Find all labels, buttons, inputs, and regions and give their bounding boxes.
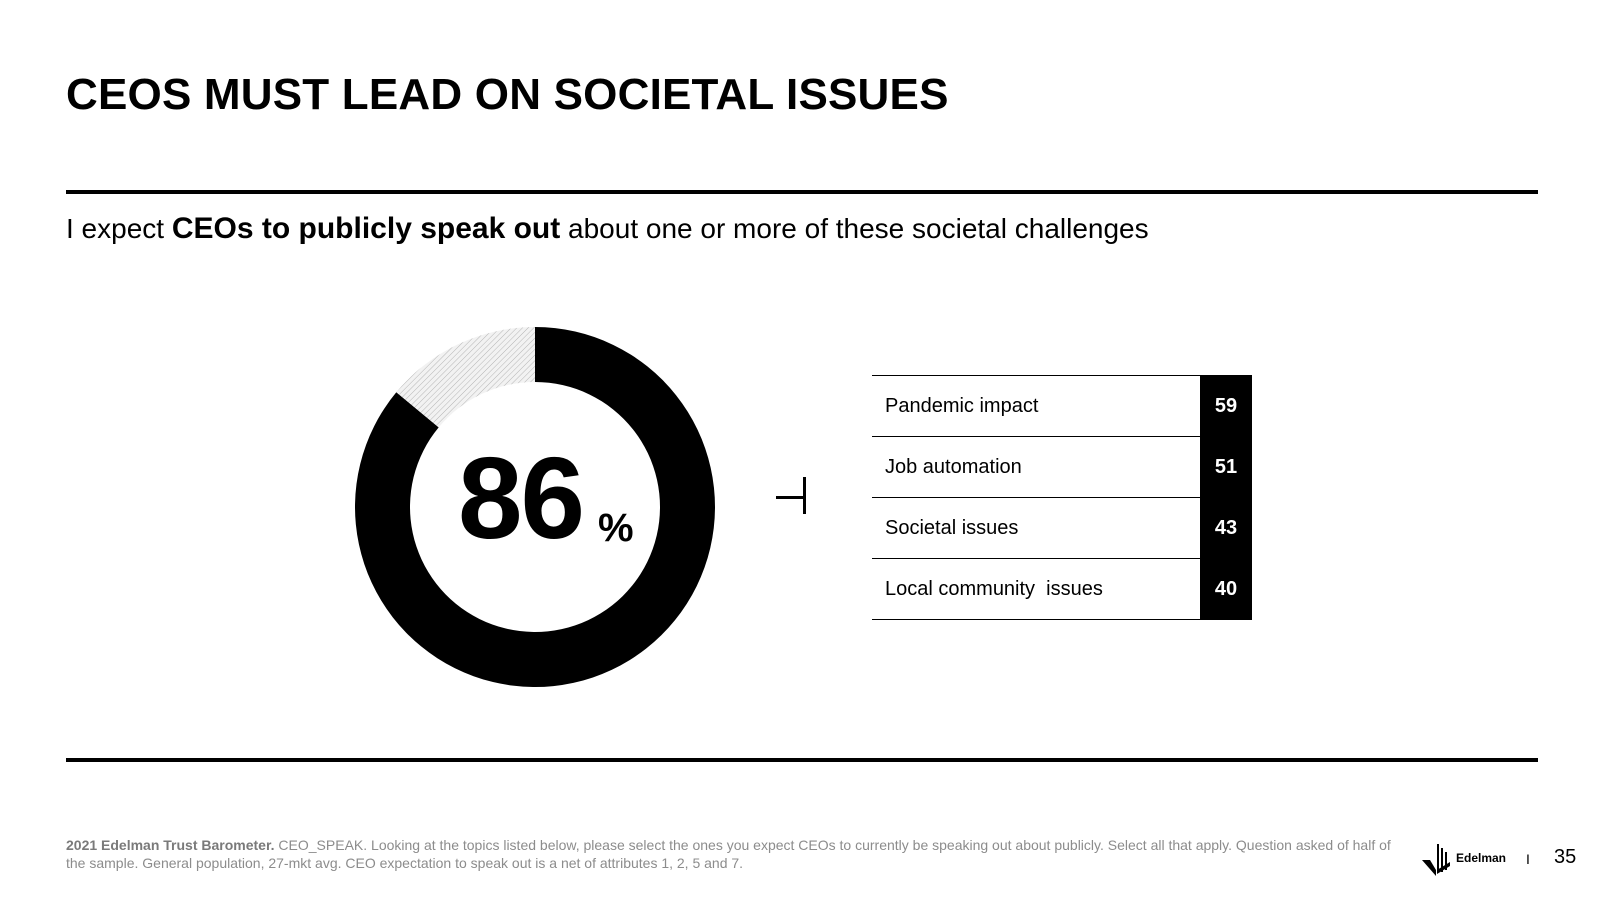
edelman-logo-icon bbox=[1422, 844, 1450, 876]
subtitle-emphasis: CEOs to publicly speak out bbox=[171, 212, 561, 245]
donut-slice-remainder bbox=[396, 327, 535, 428]
subtitle: I expect CEOs to publicly speak out abou… bbox=[66, 212, 1149, 246]
page-number: 35 bbox=[1554, 846, 1577, 868]
bracket-connector bbox=[776, 477, 810, 514]
donut-center-value: 86 bbox=[458, 433, 585, 563]
donut-center-unit: % bbox=[598, 506, 634, 550]
table-row: Local community issues 40 bbox=[872, 559, 1252, 620]
issues-table: Pandemic impact 59 Job automation 51 Soc… bbox=[872, 375, 1252, 620]
footnote-text: CEO_SPEAK. Looking at the topics listed … bbox=[66, 837, 1391, 871]
table-row: Societal issues 43 bbox=[872, 498, 1252, 559]
row-label: Pandemic impact bbox=[885, 395, 1039, 417]
row-value: 40 bbox=[1200, 559, 1252, 619]
subtitle-suffix: about one or more of these societal chal… bbox=[560, 213, 1149, 244]
footnote-source: 2021 Edelman Trust Barometer. bbox=[66, 837, 275, 853]
footer-separator: I bbox=[1526, 851, 1530, 867]
top-divider bbox=[66, 190, 1538, 194]
table-row: Job automation 51 bbox=[872, 437, 1252, 498]
logo-text: Edelman bbox=[1456, 851, 1507, 865]
row-value: 51 bbox=[1200, 437, 1252, 497]
row-label: Local community issues bbox=[885, 578, 1103, 600]
donut-chart bbox=[354, 327, 715, 687]
bottom-divider bbox=[66, 758, 1538, 762]
subtitle-prefix: I expect bbox=[66, 213, 172, 244]
row-value: 59 bbox=[1200, 376, 1252, 436]
page-title: CEOS MUST LEAD ON SOCIETAL ISSUES bbox=[66, 70, 949, 119]
table-row: Pandemic impact 59 bbox=[872, 376, 1252, 437]
row-label: Job automation bbox=[885, 456, 1022, 478]
row-value: 43 bbox=[1200, 498, 1252, 558]
row-label: Societal issues bbox=[885, 517, 1019, 539]
footnote: 2021 Edelman Trust Barometer. CEO_SPEAK.… bbox=[66, 836, 1406, 872]
donut-slice-value bbox=[354, 327, 715, 687]
